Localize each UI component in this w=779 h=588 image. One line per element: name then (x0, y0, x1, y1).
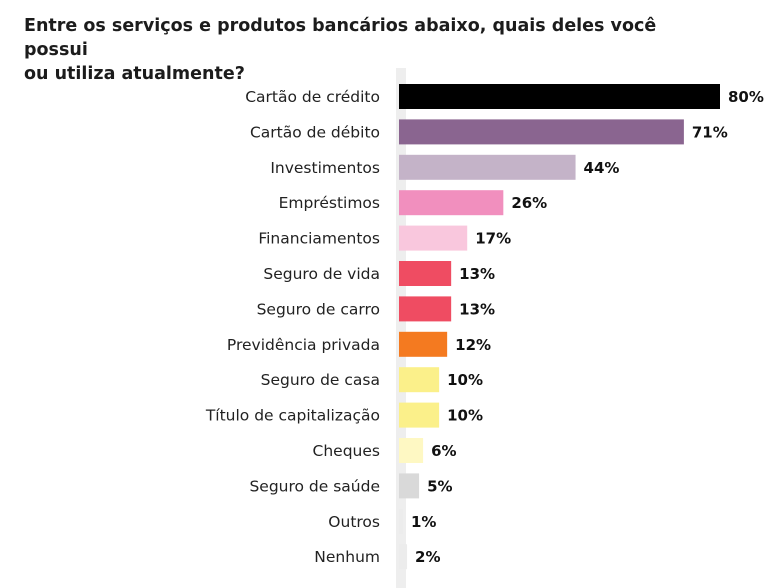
bar (399, 261, 452, 286)
category-label: Seguro de vida (263, 265, 380, 283)
chart-title: Entre os serviços e produtos bancários a… (24, 14, 724, 86)
value-label: 13% (459, 265, 495, 283)
bar (399, 225, 468, 251)
category-label: Cartão de crédito (245, 88, 380, 106)
y-axis-band (396, 68, 406, 588)
bar (399, 119, 684, 145)
category-label: Previdência privada (227, 336, 380, 354)
category-label: Empréstimos (279, 194, 380, 212)
bar (399, 438, 424, 463)
value-label: 17% (475, 230, 511, 248)
value-label: 2% (415, 548, 440, 566)
value-label: 26% (511, 194, 547, 212)
bar (399, 190, 504, 216)
bar (399, 473, 420, 499)
value-label: 80% (728, 88, 764, 106)
category-label: Título de capitalização (205, 407, 380, 425)
chart-title-line-2: ou utiliza atualmente? (24, 64, 245, 84)
value-label: 6% (431, 442, 456, 460)
value-label: 1% (411, 513, 436, 531)
bar (399, 84, 720, 109)
category-label: Seguro de carro (257, 300, 380, 318)
category-label: Nenhum (314, 548, 380, 566)
value-label: 10% (447, 407, 483, 425)
category-label: Seguro de casa (261, 371, 380, 389)
bar (399, 331, 448, 357)
category-label: Cheques (313, 442, 380, 460)
bar (399, 154, 576, 180)
bar (399, 544, 408, 570)
value-label: 71% (692, 123, 728, 141)
category-label: Investimentos (270, 159, 380, 177)
chart-title-line-1: Entre os serviços e produtos bancários a… (24, 16, 657, 60)
bar (399, 402, 440, 428)
bar (399, 296, 452, 322)
category-label: Cartão de débito (250, 123, 380, 141)
value-label: 12% (455, 336, 491, 354)
value-label: 13% (459, 300, 495, 318)
value-label: 10% (447, 371, 483, 389)
category-label: Financiamentos (258, 230, 380, 248)
bar (399, 367, 440, 393)
bar (399, 508, 404, 534)
value-label: 5% (427, 477, 452, 495)
value-label: 44% (584, 159, 620, 177)
category-label: Outros (328, 513, 380, 531)
category-label: Seguro de saúde (249, 477, 380, 495)
